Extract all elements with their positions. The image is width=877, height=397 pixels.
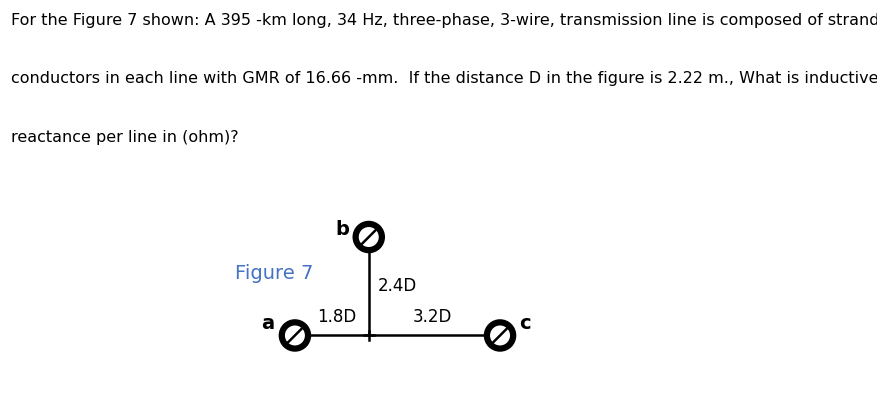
- Text: conductors in each line with GMR of 16.66 -mm.  If the distance D in the figure : conductors in each line with GMR of 16.6…: [11, 71, 877, 87]
- Text: b: b: [336, 220, 349, 239]
- Text: c: c: [519, 314, 531, 333]
- Text: a: a: [261, 314, 275, 333]
- Text: 1.8D: 1.8D: [317, 308, 356, 326]
- Text: Figure 7: Figure 7: [235, 264, 314, 283]
- Text: reactance per line in (ohm)?: reactance per line in (ohm)?: [11, 130, 239, 145]
- Text: For the Figure 7 shown: A 395 -km long, 34 Hz, three-phase, 3-wire, transmission: For the Figure 7 shown: A 395 -km long, …: [11, 13, 877, 28]
- Text: 3.2D: 3.2D: [412, 308, 452, 326]
- Text: 2.4D: 2.4D: [378, 277, 417, 295]
